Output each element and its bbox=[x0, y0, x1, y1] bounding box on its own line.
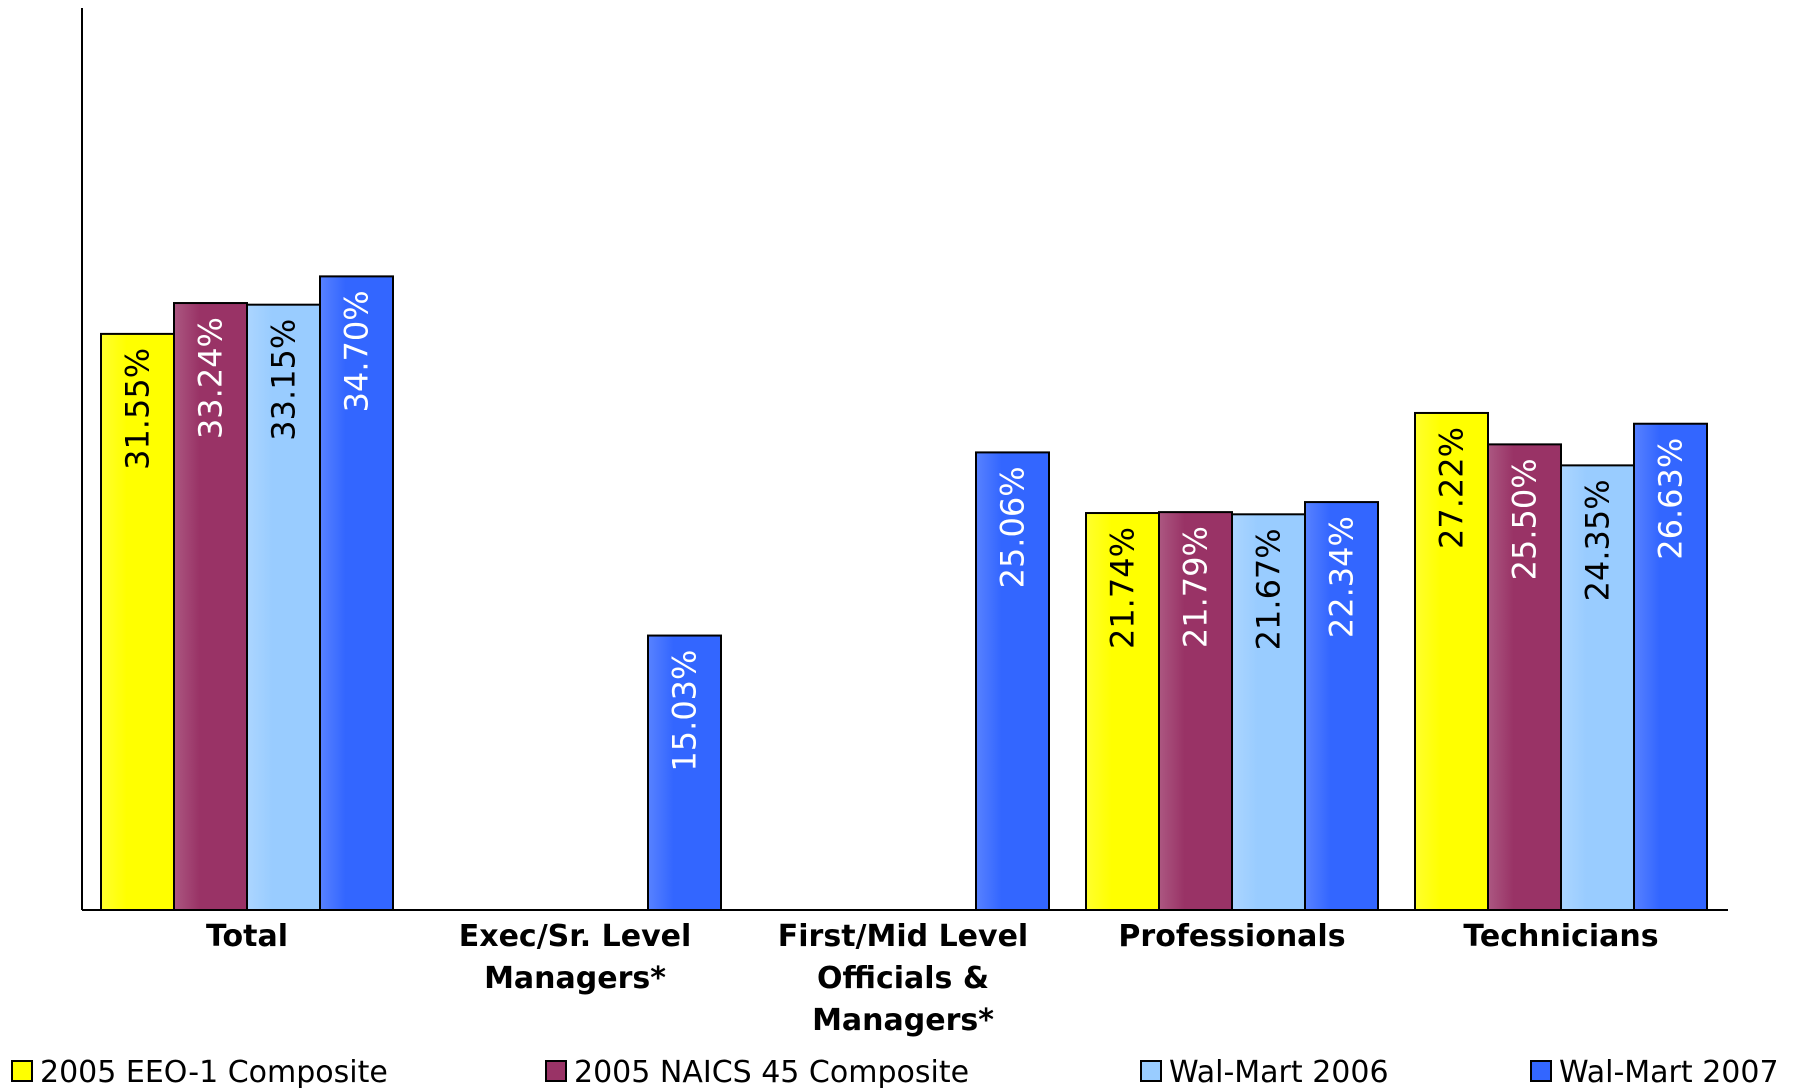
category-label: First/Mid Level bbox=[778, 919, 1028, 954]
data-label: 27.22% bbox=[1433, 427, 1471, 549]
data-label: 25.50% bbox=[1506, 458, 1544, 580]
category-label: Total bbox=[206, 919, 288, 954]
data-label: 26.63% bbox=[1652, 438, 1690, 560]
data-label: 21.79% bbox=[1177, 526, 1215, 648]
legend-label: Wal-Mart 2006 bbox=[1169, 1055, 1389, 1088]
data-label: 25.06% bbox=[994, 466, 1032, 588]
category-label: Managers* bbox=[812, 1003, 994, 1038]
category-label: Professionals bbox=[1118, 919, 1345, 954]
data-label: 34.70% bbox=[338, 290, 376, 412]
category-labels-group: Total Exec/Sr. Level Managers* First/Mid Le… bbox=[206, 919, 1659, 1038]
data-label: 24.35% bbox=[1579, 479, 1617, 601]
data-label: 31.55% bbox=[119, 348, 157, 470]
category-label: Technicians bbox=[1463, 919, 1658, 954]
data-label: 22.34% bbox=[1323, 516, 1361, 638]
category-label: Officials & bbox=[817, 961, 989, 996]
data-label: 33.15% bbox=[265, 319, 303, 441]
legend-swatch bbox=[1141, 1061, 1161, 1081]
legend: 2005 EEO-1 Composite 2005 NAICS 45 Compos… bbox=[12, 1055, 1779, 1088]
category-label: Exec/Sr. Level bbox=[459, 919, 692, 954]
data-label: 33.24% bbox=[192, 317, 230, 439]
legend-label: Wal-Mart 2007 bbox=[1559, 1055, 1779, 1088]
data-label: 21.67% bbox=[1250, 528, 1288, 650]
data-label: 15.03% bbox=[666, 650, 704, 772]
legend-label: 2005 NAICS 45 Composite bbox=[574, 1055, 969, 1088]
legend-swatch bbox=[546, 1061, 566, 1081]
legend-swatch bbox=[1531, 1061, 1551, 1081]
data-label: 21.74% bbox=[1104, 527, 1142, 649]
legend-label: 2005 EEO-1 Composite bbox=[40, 1055, 388, 1088]
legend-swatch bbox=[12, 1061, 32, 1081]
category-label: Managers* bbox=[484, 961, 666, 996]
